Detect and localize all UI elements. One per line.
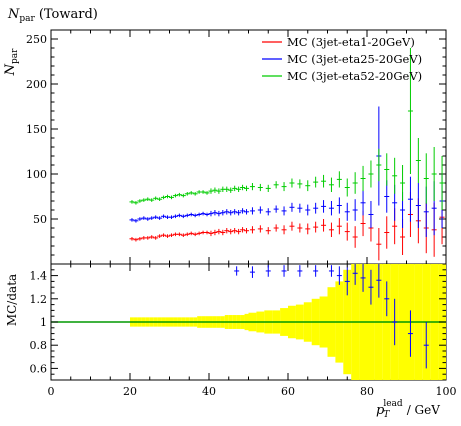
x-tick-label: 80 [360,385,374,398]
x-axis-superscript: lead [383,399,403,409]
x-tick-label: 40 [202,385,216,398]
y-tick-label: 150 [26,123,47,136]
y-tick-label: 1.4 [30,270,48,283]
x-axis-symbol: p [376,403,385,418]
y-tick-label: 0.6 [30,362,48,375]
x-tick-label: 20 [123,385,137,398]
y-tick-label: 50 [33,213,47,226]
ratio-data [51,264,446,380]
y-tick-label: 100 [26,168,47,181]
ratio-panel: 0 20 40 60 80 100 0.6 0.8 1 1.2 1.4 [30,263,457,398]
y-tick-label: 0.8 [30,339,48,352]
main-title-symbol: N [7,7,20,22]
series-1 [129,106,445,237]
y-tick-label: 1 [40,316,47,329]
ratio-y-axis-label: MC/data [5,274,19,326]
legend-entry: MC (3jet-eta25-20GeV) [262,52,422,66]
legend-entry: MC (3jet-eta1-20GeV) [262,35,415,49]
main-panel: 50 100 150 200 250 [26,29,447,265]
y-tick-label: 200 [26,78,47,91]
x-axis-label: pTlead / GeV [376,399,440,420]
main-title: Npar (Toward) [7,7,98,24]
x-tick-label: 60 [281,385,295,398]
x-tick-label: 0 [48,385,55,398]
main-title-suffix: (Toward) [39,7,98,22]
y-tick-label: 250 [26,33,47,46]
legend-entry: MC (3jet-eta52-20GeV) [262,69,422,83]
x-tick-label: 100 [436,385,457,398]
legend-label: MC (3jet-eta25-20GeV) [287,52,422,66]
legend-label: MC (3jet-eta52-20GeV) [287,69,422,83]
legend-label: MC (3jet-eta1-20GeV) [287,35,415,49]
main-data [129,48,445,261]
series-0 [129,190,445,261]
main-y-axis-subscript: par [10,48,20,64]
main-title-subscript: par [19,14,35,24]
x-axis-subscript: T [383,410,390,420]
main-y-axis-symbol: N [3,63,18,76]
y-tick-label: 1.2 [30,293,48,306]
legend: MC (3jet-eta1-20GeV) MC (3jet-eta25-20Ge… [262,35,422,83]
series-2 [129,48,445,210]
x-axis-unit: / GeV [407,403,441,417]
main-y-axis-label: Npar [3,48,20,77]
